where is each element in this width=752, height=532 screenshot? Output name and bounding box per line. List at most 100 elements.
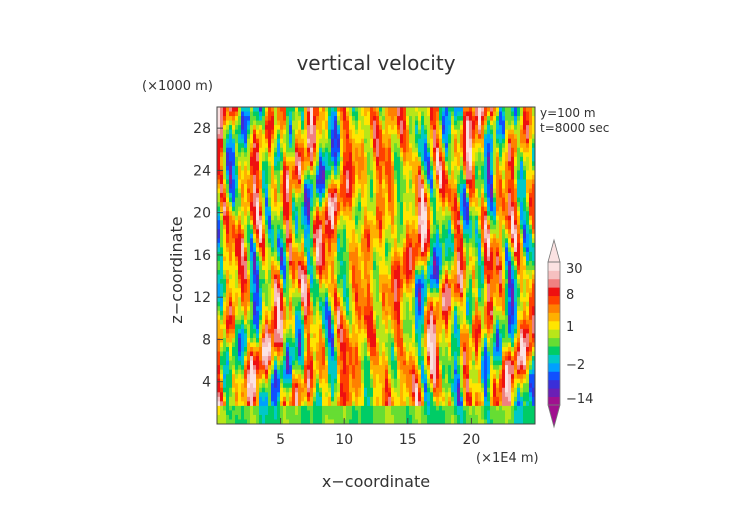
heatmap-cell: [259, 193, 263, 199]
heatmap-cell: [340, 360, 344, 366]
heatmap-cell: [223, 383, 227, 389]
heatmap-cell: [268, 179, 272, 185]
heatmap-cell: [400, 337, 404, 344]
heatmap-cell: [229, 183, 233, 190]
heatmap-cell: [298, 315, 302, 321]
heatmap-cell: [385, 387, 389, 393]
heatmap-cell: [373, 414, 377, 421]
heatmap-cell: [400, 170, 404, 176]
heatmap-cell: [271, 143, 275, 149]
heatmap-cell: [382, 193, 386, 199]
heatmap-cell: [256, 233, 260, 239]
heatmap-cell: [223, 183, 227, 190]
heatmap-cell: [250, 197, 254, 203]
heatmap-cell: [346, 383, 350, 389]
heatmap-cell: [406, 179, 410, 185]
heatmap-cell: [325, 279, 329, 285]
heatmap-cell: [217, 383, 221, 389]
heatmap-cell: [277, 310, 281, 316]
heatmap-cell: [268, 306, 272, 312]
heatmap-cell: [310, 369, 314, 375]
heatmap-cell: [238, 247, 242, 253]
heatmap-cell: [358, 206, 362, 212]
heatmap-cell: [406, 283, 410, 289]
heatmap-cell: [355, 337, 359, 344]
heatmap-cell: [283, 211, 287, 217]
heatmap-cell: [403, 233, 407, 239]
heatmap-cell: [223, 256, 227, 262]
heatmap-cell: [394, 256, 398, 262]
heatmap-cell: [421, 220, 425, 226]
heatmap-cell: [403, 297, 407, 303]
heatmap-cell: [328, 183, 332, 190]
heatmap-cell: [238, 224, 242, 230]
heatmap-cell: [424, 405, 428, 412]
heatmap-cell: [259, 365, 263, 371]
heatmap-cell: [277, 152, 281, 158]
heatmap-cell: [376, 242, 380, 248]
heatmap-cell: [394, 283, 398, 289]
heatmap-cell: [286, 270, 290, 276]
heatmap-cell: [229, 301, 233, 307]
heatmap-cell: [250, 383, 254, 389]
heatmap-cell: [319, 351, 323, 357]
heatmap-cell: [406, 288, 410, 294]
heatmap-cell: [400, 387, 404, 393]
heatmap-cell: [235, 165, 239, 171]
heatmap-cell: [382, 152, 386, 158]
heatmap-cell: [283, 401, 287, 407]
heatmap-cell: [367, 419, 371, 424]
heatmap-cell: [322, 310, 326, 316]
heatmap-cell: [409, 229, 413, 235]
heatmap-cell: [277, 405, 281, 412]
heatmap-cell: [385, 161, 389, 167]
heatmap-cell: [274, 347, 278, 353]
heatmap-cell: [427, 414, 431, 421]
heatmap-cell: [235, 211, 239, 217]
heatmap-cell: [223, 351, 227, 357]
heatmap-cell: [364, 369, 368, 375]
heatmap-cell: [325, 138, 329, 144]
heatmap-cell: [262, 206, 266, 212]
heatmap-cell: [286, 224, 290, 230]
heatmap-cell: [385, 328, 389, 335]
heatmap-cell: [250, 369, 254, 375]
heatmap-cell: [238, 138, 242, 144]
heatmap-cell: [307, 170, 311, 176]
heatmap-cell: [397, 410, 401, 416]
heatmap-cell: [289, 270, 293, 276]
heatmap-cell: [301, 419, 305, 424]
heatmap-cell: [235, 392, 239, 398]
heatmap-cell: [409, 138, 413, 144]
heatmap-cell: [337, 387, 341, 393]
heatmap-cell: [331, 360, 335, 366]
heatmap-cell: [325, 297, 329, 303]
heatmap-cell: [313, 197, 317, 203]
heatmap-cell: [274, 283, 278, 289]
heatmap-cell: [271, 116, 275, 122]
heatmap-cell: [343, 374, 347, 380]
heatmap-cell: [301, 319, 305, 325]
heatmap-cell: [271, 125, 275, 131]
heatmap-cell: [226, 233, 230, 239]
heatmap-cell: [250, 129, 254, 135]
heatmap-cell: [292, 170, 296, 176]
heatmap-cell: [253, 319, 257, 325]
heatmap-cell: [424, 279, 428, 285]
heatmap-cell: [406, 260, 410, 267]
heatmap-cell: [316, 120, 320, 126]
heatmap-cell: [322, 256, 326, 262]
heatmap-cell: [361, 138, 365, 144]
heatmap-cell: [235, 134, 239, 140]
heatmap-cell: [400, 107, 404, 113]
heatmap-cell: [406, 170, 410, 176]
heatmap-cell: [394, 152, 398, 158]
heatmap-cell: [406, 274, 410, 280]
heatmap-cell: [412, 202, 416, 208]
heatmap-cell: [256, 147, 260, 153]
heatmap-cell: [283, 242, 287, 248]
heatmap-cell: [400, 279, 404, 285]
heatmap-cell: [253, 224, 257, 230]
heatmap-cell: [418, 233, 422, 239]
heatmap-cell: [286, 174, 290, 181]
